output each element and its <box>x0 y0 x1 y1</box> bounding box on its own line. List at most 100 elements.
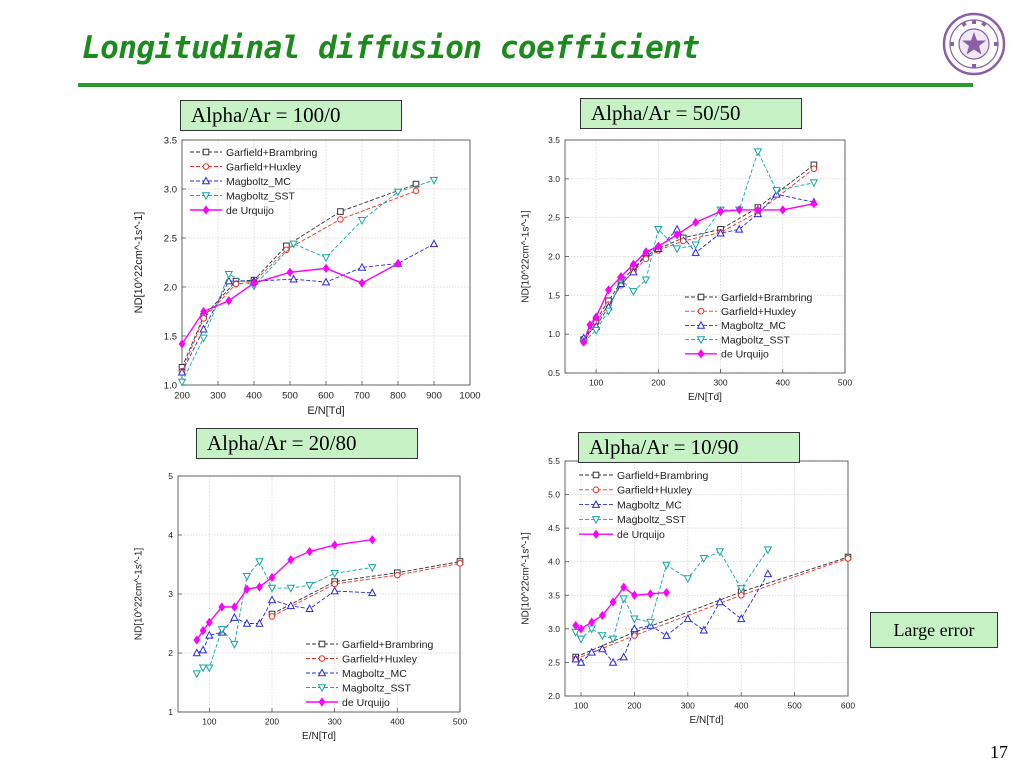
legend: Garfield+Brambring Garfield+Huxley Magbolt… <box>190 147 317 217</box>
x-tick-label: 400 <box>776 378 790 388</box>
data-point <box>734 224 744 233</box>
data-point <box>598 644 607 653</box>
data-point <box>810 165 818 173</box>
data-point <box>224 276 234 285</box>
panel-label-50-50: Alpha/Ar = 50/50 <box>580 98 802 129</box>
data-point <box>205 617 213 627</box>
legend-marker <box>697 307 705 315</box>
data-point <box>699 625 709 634</box>
data-point <box>587 647 596 656</box>
data-point <box>412 187 420 195</box>
data-point <box>619 652 628 661</box>
x-tick-label: 400 <box>390 717 404 727</box>
data-point <box>591 326 601 335</box>
chart-alpha-ar-20-80: 100 200 300 400 500 1 2 3 4 5 E/N[Td] ND[10^22cm^-1… <box>133 471 467 742</box>
legend-marker <box>317 668 327 677</box>
legend-marker <box>202 205 210 215</box>
data-point <box>289 240 298 249</box>
series-de-urquijo <box>193 535 376 645</box>
data-point <box>629 267 638 276</box>
data-point <box>331 580 338 588</box>
series-line <box>583 150 814 343</box>
data-point <box>642 247 650 257</box>
data-point <box>735 205 743 215</box>
y-tick-label: 3.5 <box>164 135 177 146</box>
data-point <box>256 582 263 592</box>
panel-label-10-90: Alpha/Ar = 10/90 <box>578 432 800 463</box>
data-point <box>394 571 401 579</box>
data-point <box>268 572 276 583</box>
legend-label: Garfield+Brambring <box>721 292 812 304</box>
y-axis-label: ND[10^22cm^-1s^-1] <box>133 212 145 314</box>
data-point <box>592 312 600 322</box>
university-seal-icon <box>942 12 1006 76</box>
data-point <box>630 624 639 633</box>
x-tick-label: 300 <box>210 391 226 402</box>
data-point <box>286 267 294 277</box>
series-magboltz-mc <box>571 569 773 666</box>
data-point <box>200 315 207 322</box>
legend-marker <box>592 486 600 494</box>
legend-marker <box>202 163 210 170</box>
slide-title: Longitudinal diffusion coefficient <box>82 30 700 66</box>
data-point <box>230 612 239 621</box>
data-point <box>620 582 628 592</box>
legend-label: Magboltz_MC <box>342 668 407 680</box>
legend-marker <box>318 697 326 707</box>
legend-label: de Urquijo <box>342 697 390 709</box>
data-point <box>305 581 314 590</box>
x-tick-label: 800 <box>390 391 406 402</box>
data-point <box>283 246 290 254</box>
legend-label: Magboltz_MC <box>617 499 682 511</box>
y-tick-label: 4 <box>168 530 173 540</box>
data-point <box>394 258 402 269</box>
series-magboltz-sst <box>177 176 439 387</box>
legend-marker <box>318 640 326 648</box>
data-point <box>772 187 781 196</box>
data-point <box>605 285 612 295</box>
x-tick-label: 500 <box>282 391 298 402</box>
data-point <box>779 205 787 215</box>
x-tick-label: 500 <box>788 701 802 711</box>
data-point <box>576 657 586 666</box>
title-divider <box>78 83 973 87</box>
data-point <box>322 263 330 274</box>
x-tick-label: 200 <box>627 701 641 711</box>
y-tick-label: 2.5 <box>548 213 560 223</box>
legend-label: Magboltz_SST <box>342 682 411 694</box>
data-point <box>630 615 639 624</box>
legend-label: de Urquijo <box>721 349 769 361</box>
data-point <box>205 664 214 673</box>
data-point <box>199 324 208 333</box>
legend-label: Magboltz_SST <box>226 190 295 202</box>
axes: 100 200 300 400 500 1 2 3 4 5 <box>168 471 467 727</box>
legend-marker <box>696 320 706 329</box>
data-point <box>199 334 208 343</box>
data-point <box>683 575 693 584</box>
data-point <box>630 590 638 600</box>
data-point <box>629 288 638 297</box>
legend: Garfield+Brambring Garfield+Huxley Magbolt… <box>306 639 433 709</box>
data-point <box>243 584 251 594</box>
data-point <box>199 625 207 636</box>
data-point <box>330 586 339 595</box>
data-point <box>198 664 208 673</box>
data-point <box>608 635 618 644</box>
data-point <box>321 277 331 286</box>
legend-label: Garfield+Brambring <box>226 147 317 159</box>
data-point <box>679 237 687 245</box>
series-line <box>181 262 399 345</box>
y-tick-label: 5.5 <box>548 456 560 466</box>
legend-label: de Urquijo <box>617 529 665 541</box>
data-point <box>699 555 709 564</box>
data-point <box>393 188 403 197</box>
large-error-note: Large error <box>870 612 998 648</box>
data-point <box>368 588 377 597</box>
legend-label: Garfield+Brambring <box>342 639 433 651</box>
chart-alpha-ar-100-0: 200 300 400 500 600 700 800 900 1000 1.0 1.5 2.0 2.5… <box>133 135 481 417</box>
legend-marker <box>591 499 601 508</box>
data-point <box>577 624 585 634</box>
data-point <box>604 307 613 316</box>
data-point <box>588 617 596 627</box>
data-point <box>598 632 607 641</box>
